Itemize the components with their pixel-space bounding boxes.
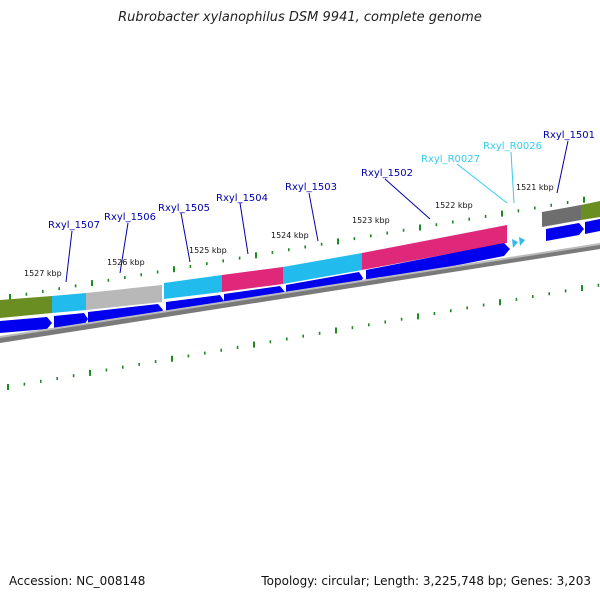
cds-arrow[interactable] [546,223,584,241]
function-segment-gray [86,285,162,310]
gene-label-rxyl-1503[interactable]: Rxyl_1503 [285,182,337,193]
leader-line [456,163,508,204]
gene-label-rxyl-1504[interactable]: Rxyl_1504 [216,193,268,204]
gene-labels: Rxyl_1501 Rxyl_R0026 Rxyl_R0027 Rxyl_150… [48,130,595,231]
coordinate-labels: 1521 kbp 1522 kbp 1523 kbp 1524 kbp 1525… [24,183,554,278]
leader-line [65,230,73,283]
cds-arrow[interactable] [366,243,510,283]
leader-line [239,202,249,255]
kbp-label: 1521 kbp [516,183,554,192]
label-leader-lines [65,140,569,283]
kbp-label: 1527 kbp [24,269,62,278]
function-segment-cyan [164,275,222,299]
function-segment-olive-left [0,296,52,318]
leader-line [510,151,515,204]
function-segment-magenta [222,267,283,292]
function-segment-magenta [362,225,507,270]
kbp-label: 1522 kbp [435,201,473,210]
leader-line [556,140,569,194]
gene-label-rxyl-1507[interactable]: Rxyl_1507 [48,220,100,231]
gene-label-rxyl-1502[interactable]: Rxyl_1502 [361,168,413,179]
leader-line [308,192,319,242]
cds-arrow[interactable] [0,317,52,333]
tick-row-inner [7,283,600,390]
genome-backbone [0,244,600,343]
function-segment-olive-right [581,201,600,220]
function-segment-darkgray [542,205,581,227]
kbp-label: 1525 kbp [189,246,227,255]
gene-label-rxyl-1506[interactable]: Rxyl_1506 [104,212,156,223]
kbp-label: 1524 kbp [271,231,309,240]
rna-arrow[interactable] [512,239,518,248]
leader-line [384,178,431,220]
kbp-label: 1526 kbp [107,258,145,267]
genome-summary-text: Topology: circular; Length: 3,225,748 bp… [261,574,591,588]
accession-text: Accession: NC_008148 [9,574,146,588]
genome-backbone-highlight [0,243,600,338]
function-segment-cyan [283,253,362,284]
kbp-label: 1523 kbp [352,216,390,225]
gene-label-rxyl-r0026[interactable]: Rxyl_R0026 [483,141,542,152]
gene-label-rxyl-1501[interactable]: Rxyl_1501 [543,130,595,141]
tick-row-outer [9,196,585,300]
function-segment-cyan [52,293,86,313]
leader-line [119,222,129,274]
leader-line [180,212,191,263]
cds-arrow[interactable] [585,219,600,234]
genome-title: Rubrobacter xylanophilus DSM 9941, compl… [118,10,482,25]
rna-arrow[interactable] [519,237,525,246]
gene-label-rxyl-1505[interactable]: Rxyl_1505 [158,203,210,214]
gene-label-rxyl-r0027[interactable]: Rxyl_R0027 [421,154,480,165]
